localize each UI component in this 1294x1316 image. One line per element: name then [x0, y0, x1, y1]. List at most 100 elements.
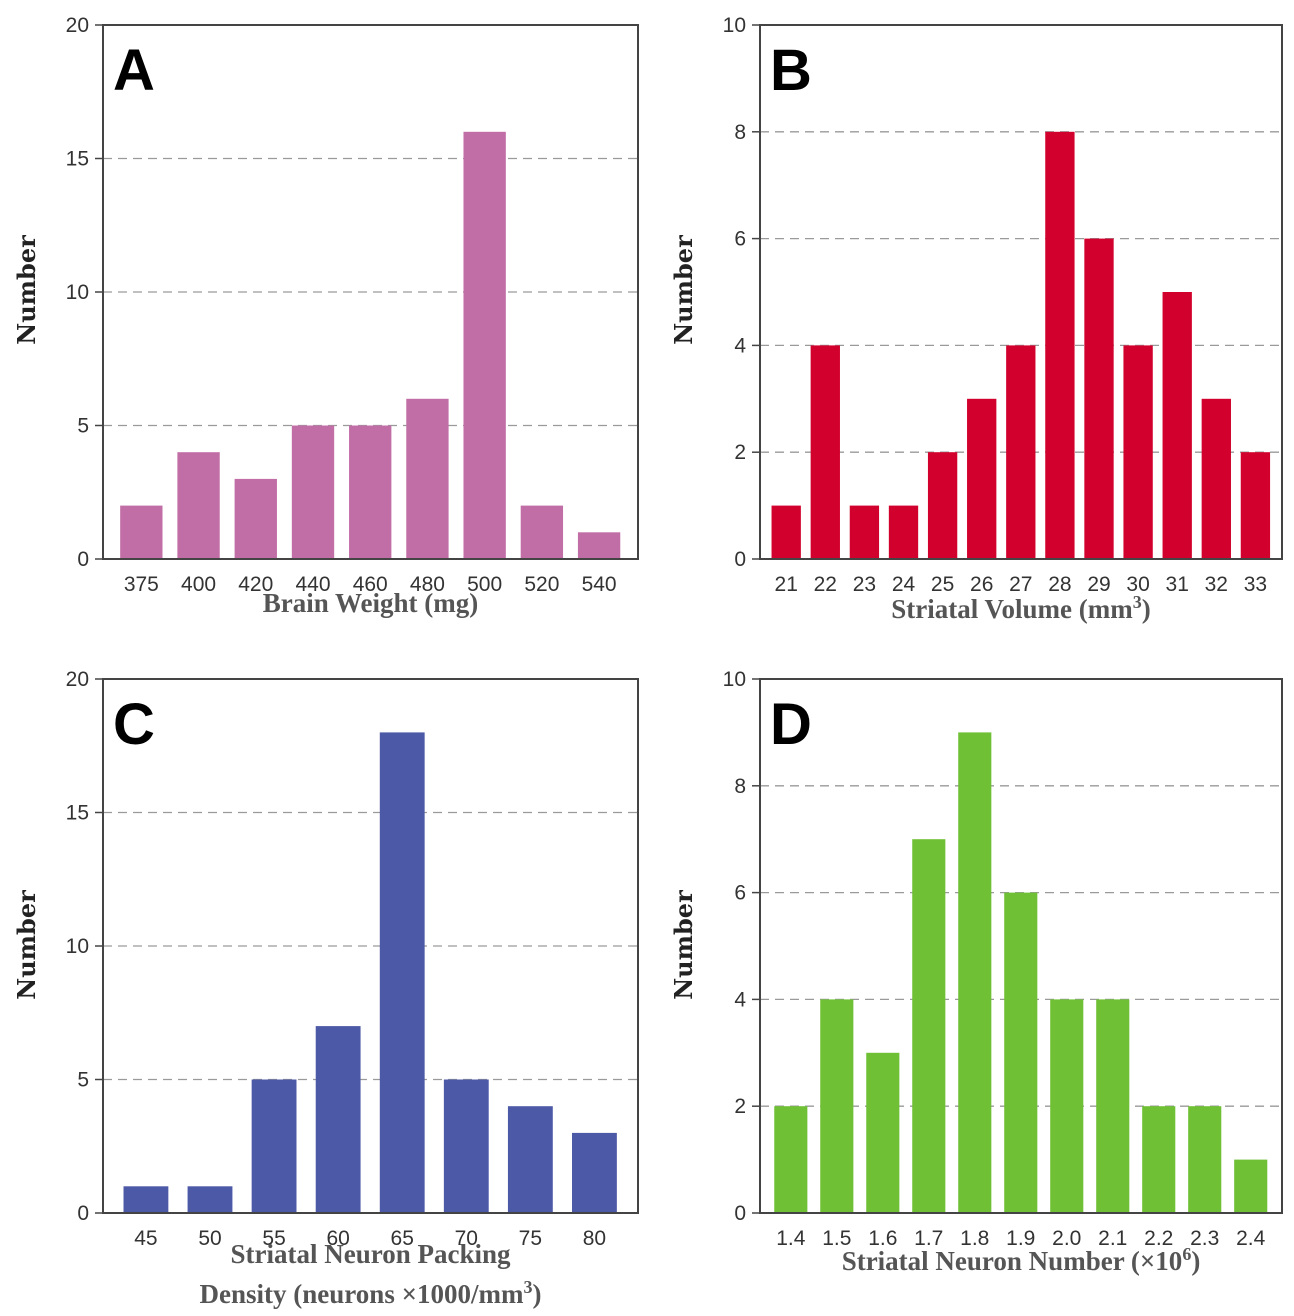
bar-540	[577, 532, 621, 559]
plot-frame	[102, 678, 639, 1214]
y-axis-label: Number	[669, 890, 698, 1000]
y-tick-label: 0	[77, 1202, 89, 1225]
x-tick-label: 25	[931, 573, 954, 596]
x-tick-label: 480	[410, 573, 445, 596]
bar-460	[349, 425, 392, 559]
x-tick-label: 2.1	[1098, 1227, 1127, 1250]
y-tick-label: 15	[66, 802, 89, 825]
bar-60	[315, 1026, 361, 1213]
bar-33	[1240, 452, 1271, 559]
x-tick-label: 520	[524, 573, 559, 596]
y-tick-label: 8	[734, 775, 746, 798]
x-tick-label: 460	[353, 573, 388, 596]
y-tick-label: 2	[734, 1095, 746, 1118]
x-tick-label: 32	[1205, 573, 1228, 596]
x-tick-label: 55	[262, 1227, 285, 1250]
bar-420	[234, 478, 277, 559]
panel-label: B	[770, 38, 812, 103]
panel-label: D	[770, 692, 812, 757]
chart-panel-a: 0 5 10 15 20 375 400 420 440 460 480 500 520 540 A Numb…	[12, 14, 639, 618]
x-tick-label: 1.5	[822, 1227, 851, 1250]
x-axis-label: Brain Weight (mg)	[263, 588, 479, 618]
plot-frame	[102, 24, 639, 560]
x-tick-label: 31	[1166, 573, 1189, 596]
x-tick-label: 1.4	[776, 1227, 806, 1250]
x-tick-label: 375	[124, 573, 159, 596]
bar-31	[1162, 292, 1192, 559]
x-tick-label: 23	[853, 573, 876, 596]
y-tick-label: 0	[734, 548, 746, 571]
bar-480	[406, 398, 449, 559]
y-tick-label: 8	[734, 121, 746, 144]
bar-23	[849, 505, 880, 559]
bar-22	[810, 345, 840, 559]
x-tick-label: 24	[892, 573, 916, 596]
bar-1.7	[912, 839, 946, 1213]
x-tick-label: 27	[1009, 573, 1032, 596]
y-tick-label: 10	[723, 668, 746, 691]
y-tick-label: 20	[66, 14, 89, 37]
bar-32	[1201, 398, 1231, 559]
x-tick-label: 2.3	[1190, 1227, 1219, 1250]
x-tick-label: 65	[391, 1227, 414, 1250]
bar-21	[771, 505, 801, 559]
x-tick-label: 28	[1048, 573, 1071, 596]
y-axis-label: Number	[12, 890, 41, 1000]
bar-1.6	[866, 1052, 900, 1213]
x-tick-label: 420	[238, 573, 273, 596]
y-tick-label: 0	[734, 1202, 746, 1225]
x-axis-label: Striatal Volume (mm3)	[891, 592, 1150, 624]
x-tick-label: 540	[582, 573, 617, 596]
x-tick-label: 33	[1244, 573, 1267, 596]
x-tick-label: 22	[814, 573, 837, 596]
y-tick-label: 4	[734, 988, 746, 1011]
plot-frame	[759, 24, 1283, 560]
bar-24	[888, 505, 919, 559]
bar-520	[520, 505, 564, 559]
bar-1.5	[820, 999, 854, 1213]
bar-375	[120, 505, 163, 559]
bar-65	[379, 732, 425, 1213]
y-tick-label: 6	[734, 882, 746, 905]
bar-400	[177, 452, 220, 559]
x-tick-label: 80	[583, 1227, 606, 1250]
panel-label: A	[113, 38, 155, 103]
x-tick-label: 70	[455, 1227, 478, 1250]
bar-1.8	[958, 732, 992, 1213]
bar-45	[123, 1186, 169, 1213]
bar-26	[967, 398, 997, 559]
x-tick-label: 21	[775, 573, 798, 596]
bar-440	[291, 425, 335, 559]
y-tick-label: 6	[734, 228, 746, 251]
x-tick-label: 30	[1126, 573, 1149, 596]
chart-panel-c: 0 5 10 15 20 45 50 55 60 65 70 75 80 C Number Striatal …	[12, 668, 639, 1309]
y-tick-label: 20	[66, 668, 89, 691]
bar-80	[572, 1132, 617, 1213]
x-tick-label: 1.6	[868, 1227, 897, 1250]
x-tick-label: 400	[181, 573, 216, 596]
x-tick-label: 26	[970, 573, 993, 596]
bar-1.9	[1004, 892, 1038, 1213]
x-tick-label: 1.7	[914, 1227, 943, 1250]
bar-70	[443, 1079, 489, 1213]
bar-55	[251, 1079, 297, 1213]
bar-29	[1084, 238, 1114, 559]
x-tick-label: 2.2	[1144, 1227, 1173, 1250]
bar-2.0	[1050, 999, 1084, 1213]
y-tick-label: 4	[734, 334, 746, 357]
bar-50	[187, 1186, 233, 1213]
bar-25	[927, 452, 958, 559]
bar-500	[463, 131, 506, 560]
x-tick-label: 29	[1087, 573, 1110, 596]
y-tick-label: 5	[77, 1069, 89, 1092]
x-tick-label: 440	[295, 573, 330, 596]
x-axis-label: Density (neurons ×1000/mm3)	[200, 1277, 542, 1309]
bar-2.4	[1234, 1159, 1268, 1213]
x-tick-label: 75	[519, 1227, 542, 1250]
y-tick-label: 10	[66, 935, 89, 958]
x-axis-label: Striatal Neuron Number (×106)	[842, 1244, 1201, 1276]
x-tick-label: 2.0	[1052, 1227, 1081, 1250]
x-axis-label: Striatal Neuron Packing	[230, 1239, 511, 1269]
